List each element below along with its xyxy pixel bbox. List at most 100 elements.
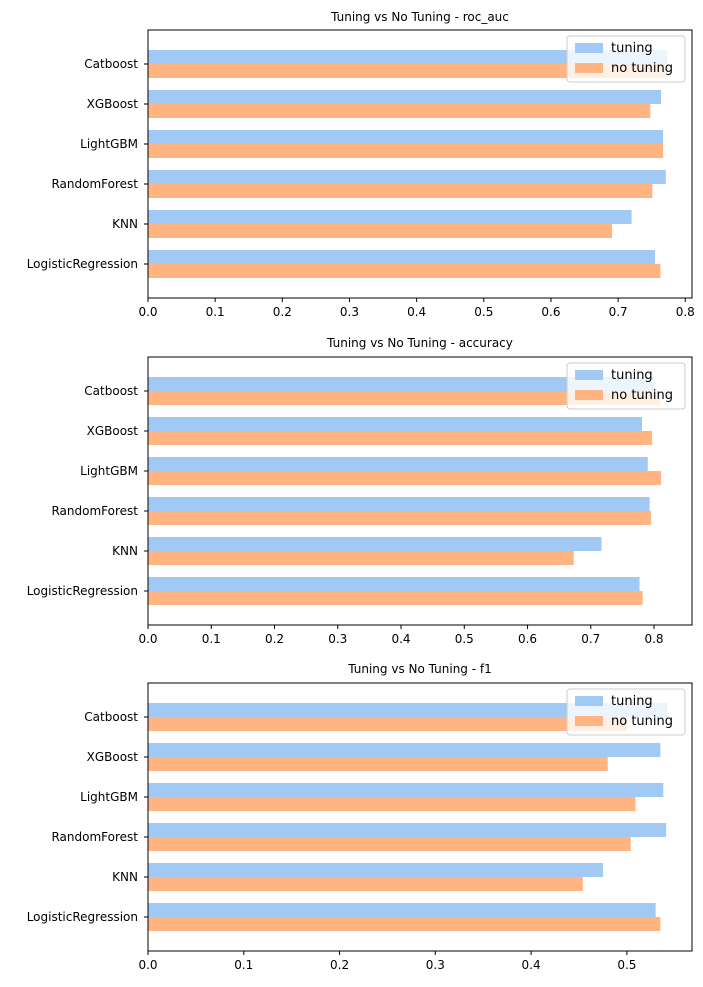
y-tick-label: LogisticRegression [27, 910, 138, 924]
bar-tuning-KNN [148, 210, 632, 224]
y-tick-label: KNN [112, 544, 138, 558]
chart-title: Tuning vs No Tuning - f1 [347, 662, 491, 676]
y-tick-label: LightGBM [80, 790, 138, 804]
chart-title: Tuning vs No Tuning - accuracy [326, 336, 513, 350]
legend-label: tuning [611, 694, 653, 709]
bar-tuning-KNN [148, 863, 603, 877]
legend-swatch [575, 716, 603, 726]
bar-no-tuning-LightGBM [148, 471, 662, 485]
x-tick-label: 0.3 [426, 958, 445, 972]
x-tick-label: 0.1 [206, 305, 225, 319]
legend-label: no tuning [611, 714, 673, 729]
plot-frame [147, 29, 693, 299]
legend-swatch [575, 696, 603, 706]
x-tick-label: 0.0 [138, 305, 157, 319]
bar-no-tuning-KNN [148, 224, 613, 238]
bar-no-tuning-LogisticRegression [148, 917, 661, 931]
legend: tuning no tuning [566, 362, 686, 410]
legend-label: no tuning [611, 61, 673, 76]
x-tick-label: 0.7 [609, 305, 628, 319]
y-tick-label: KNN [112, 870, 138, 884]
bar-no-tuning-LogisticRegression [148, 591, 643, 605]
legend-label: tuning [611, 41, 653, 56]
x-tick-label: 0.3 [340, 305, 359, 319]
x-tick-label: 0.0 [138, 632, 157, 646]
bar-tuning-LightGBM [148, 457, 648, 471]
bar-tuning-RandomForest [148, 497, 650, 511]
y-tick-label: XGBoost [87, 424, 139, 438]
chart-panel-2: Tuning vs No Tuning - accuracy 0.0 0.1 0.2 0… [27, 336, 693, 646]
bar-tuning-RandomForest [148, 170, 666, 184]
bar-no-tuning-Catboost [148, 717, 627, 731]
x-tick-label: 0.2 [330, 958, 349, 972]
x-tick-label: 0.5 [474, 305, 493, 319]
y-tick-label: Catboost [84, 384, 138, 398]
x-tick-label: 0.6 [518, 632, 537, 646]
bar-no-tuning-XGBoost [148, 431, 653, 445]
bar-tuning-Catboost [148, 50, 668, 64]
legend-swatch [575, 63, 603, 73]
x-tick-label: 0.1 [234, 958, 253, 972]
bar-tuning-LogisticRegression [148, 250, 656, 264]
bar-no-tuning-RandomForest [148, 184, 653, 198]
bar-tuning-LightGBM [148, 130, 664, 144]
legend-label: no tuning [611, 388, 673, 403]
x-tick-label: 0.7 [581, 632, 600, 646]
x-tick-label: 0.2 [265, 632, 284, 646]
chart-panel-1: Tuning vs No Tuning - roc_auc 0.0 0.1 0.2 0.… [27, 10, 695, 319]
bar-no-tuning-KNN [148, 877, 583, 891]
bar-tuning-Catboost [148, 703, 668, 717]
bar-tuning-XGBoost [148, 417, 643, 431]
y-tick-label: KNN [112, 217, 138, 231]
bar-no-tuning-XGBoost [148, 104, 651, 118]
x-tick-label: 0.6 [541, 305, 560, 319]
x-tick-label: 0.8 [676, 305, 695, 319]
x-tick-label: 0.4 [391, 632, 410, 646]
y-tick-label: RandomForest [51, 177, 138, 191]
bar-no-tuning-RandomForest [148, 511, 651, 525]
bar-tuning-RandomForest [148, 823, 667, 837]
bar-tuning-Catboost [148, 377, 655, 391]
legend-swatch [575, 390, 603, 400]
y-tick-label: XGBoost [87, 750, 139, 764]
bar-no-tuning-XGBoost [148, 757, 608, 771]
x-tick-label: 0.3 [328, 632, 347, 646]
chart-panel-3: Tuning vs No Tuning - f1 0.0 0.1 0.2 0.3 0.4 0… [27, 662, 693, 972]
x-tick-label: 0.4 [522, 958, 541, 972]
x-tick-label: 0.5 [617, 958, 636, 972]
bar-no-tuning-LogisticRegression [148, 264, 661, 278]
legend-swatch [575, 43, 603, 53]
bar-tuning-LightGBM [148, 783, 664, 797]
bar-tuning-XGBoost [148, 743, 661, 757]
bar-no-tuning-RandomForest [148, 837, 631, 851]
y-tick-label: RandomForest [51, 830, 138, 844]
bar-no-tuning-LightGBM [148, 797, 636, 811]
plot-frame [147, 356, 693, 626]
y-tick-label: LogisticRegression [27, 584, 138, 598]
y-tick-label: XGBoost [87, 97, 139, 111]
bar-no-tuning-Catboost [148, 64, 666, 78]
chart-title: Tuning vs No Tuning - roc_auc [330, 10, 509, 24]
y-tick-label: LightGBM [80, 464, 138, 478]
x-tick-label: 0.1 [202, 632, 221, 646]
x-tick-label: 0.5 [455, 632, 474, 646]
y-tick-label: Catboost [84, 710, 138, 724]
x-tick-label: 0.4 [407, 305, 426, 319]
bar-no-tuning-Catboost [148, 391, 661, 405]
bar-tuning-LogisticRegression [148, 903, 656, 917]
bar-tuning-LogisticRegression [148, 577, 640, 591]
legend-swatch [575, 370, 603, 380]
bar-no-tuning-KNN [148, 551, 574, 565]
x-tick-label: 0.2 [273, 305, 292, 319]
y-tick-label: RandomForest [51, 504, 138, 518]
bar-no-tuning-LightGBM [148, 144, 664, 158]
y-tick-label: Catboost [84, 57, 138, 71]
plot-frame [147, 682, 693, 952]
legend: tuning no tuning [566, 688, 686, 736]
y-tick-label: LightGBM [80, 137, 138, 151]
x-tick-label: 0.8 [644, 632, 663, 646]
legend-label: tuning [611, 368, 653, 383]
y-tick-label: LogisticRegression [27, 257, 138, 271]
x-tick-label: 0.0 [138, 958, 157, 972]
